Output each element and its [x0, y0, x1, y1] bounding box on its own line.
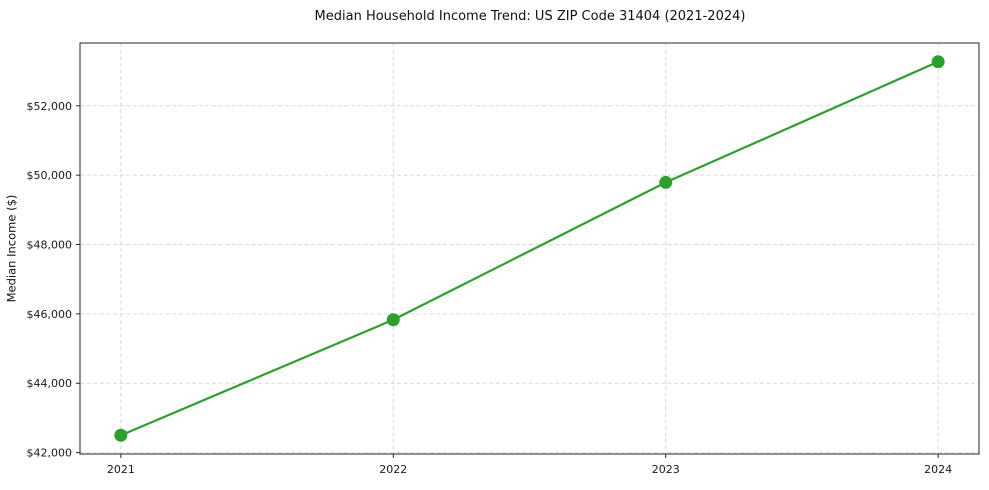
- y-tick-label: $42,000: [27, 447, 73, 460]
- y-tick-label: $52,000: [27, 100, 73, 113]
- chart-title: Median Household Income Trend: US ZIP Co…: [314, 9, 746, 24]
- x-tick-label: 2024: [924, 463, 952, 476]
- data-point-2024: [931, 55, 945, 69]
- axes-spines: [79, 42, 980, 455]
- data-point-2022: [386, 313, 400, 327]
- y-tick-label: $46,000: [27, 308, 73, 321]
- y-tick-label: $48,000: [27, 239, 73, 252]
- data-point-2023: [659, 175, 673, 189]
- x-tick-label: 2021: [107, 463, 135, 476]
- data-point-2021: [114, 428, 128, 442]
- x-tick-label: 2022: [379, 463, 407, 476]
- y-tick-label: $50,000: [27, 169, 73, 182]
- trend-line: [119, 60, 940, 437]
- x-tick-label: 2023: [652, 463, 680, 476]
- y-tick-label: $44,000: [27, 377, 73, 390]
